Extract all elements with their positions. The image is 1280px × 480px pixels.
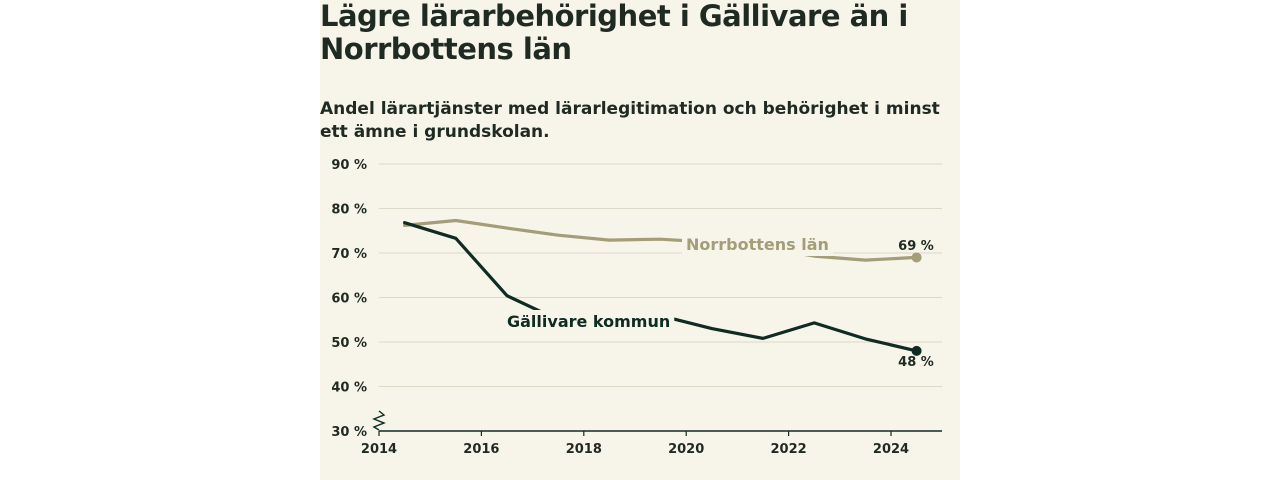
y-tick-label: 40 % [331, 381, 367, 396]
x-tick-label: 2022 [771, 442, 807, 457]
y-tick-label: 60 % [331, 292, 367, 307]
y-tick-label: 80 % [331, 203, 367, 218]
axis-break-icon [372, 410, 386, 431]
x-tick-label: 2018 [566, 442, 602, 457]
series-label-gallivare-text: Gällivare kommun [507, 312, 670, 331]
y-axis: 30 % 40 % 50 % 60 % 70 % 80 % 90 % [331, 158, 386, 440]
series-label-norrbotten-text: Norrbottens län [686, 235, 829, 254]
y-tick-label: 90 % [331, 158, 367, 173]
series-label-norrbotten: Norrbottens län [682, 233, 833, 256]
x-tick-label: 2024 [873, 442, 909, 457]
y-tick-label: 50 % [331, 336, 367, 351]
series-group [403, 218, 922, 356]
series-label-gallivare: Gällivare kommun [503, 310, 675, 333]
y-tick-label: 30 % [331, 425, 367, 440]
x-tick-label: 2020 [668, 442, 704, 457]
end-point-norrbotten [911, 252, 922, 263]
y-tick-label: 70 % [331, 247, 367, 262]
x-tick-label: 2014 [361, 442, 397, 457]
series-line-norrbotten [403, 218, 919, 262]
end-value-label-norrbotten: 69 % [898, 239, 934, 254]
x-tick-label: 2016 [463, 442, 499, 457]
end-point-gallivare [911, 345, 922, 356]
label-background [503, 310, 675, 333]
x-axis: 2014 2016 2018 2020 2022 2024 [361, 430, 942, 457]
end-value-label-gallivare: 48 % [898, 355, 934, 370]
chart-subtitle: Andel lärartjänster med lärarlegitimatio… [320, 99, 940, 142]
chart-title: Lägre lärarbehörighet i Gällivare än i N… [320, 0, 908, 66]
annotations: Norrbottens län Gällivare kommun 69 % 48 % [503, 233, 934, 370]
gridlines [379, 163, 942, 387]
label-background [682, 233, 833, 256]
